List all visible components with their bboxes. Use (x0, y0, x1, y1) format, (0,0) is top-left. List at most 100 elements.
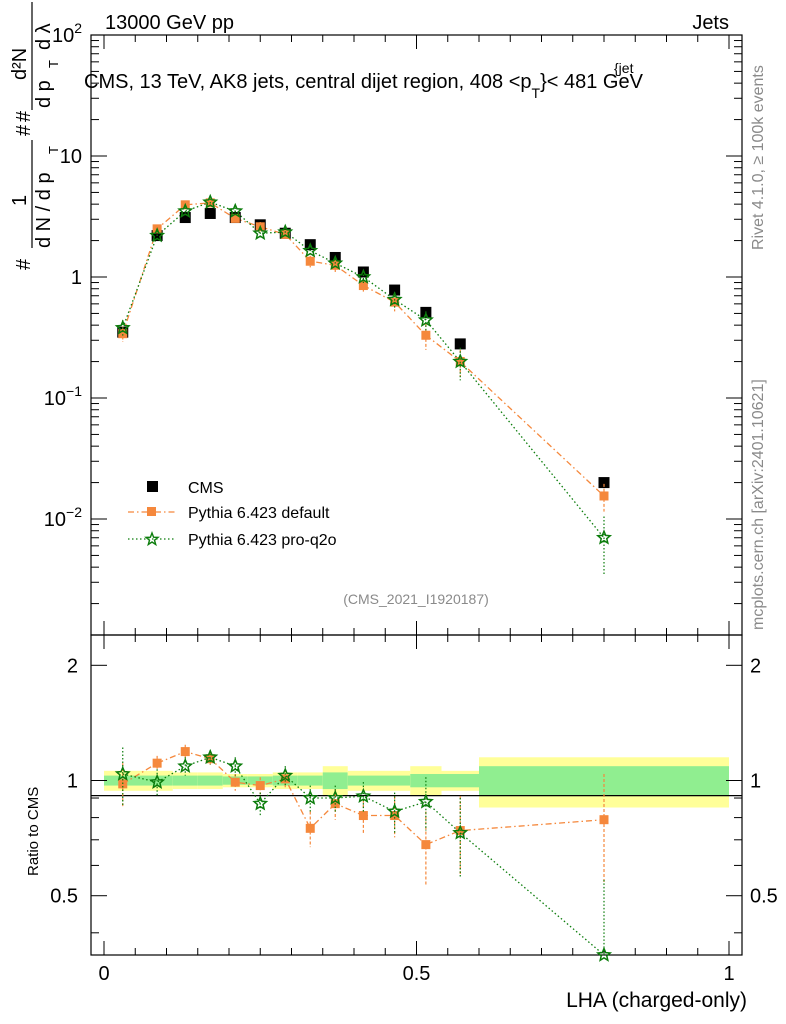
plot-title-sup: {jet (614, 60, 634, 76)
ratio-point-proq2o (595, 946, 613, 962)
ratio-point-default (421, 840, 431, 850)
ratio-band-inner (197, 775, 223, 786)
legend-label-cms: CMS (188, 480, 224, 497)
ratio-point-default (358, 811, 368, 821)
ratio-bands (104, 757, 729, 808)
ratio-point-default (255, 781, 265, 791)
ratio-tick-label-right: 2 (750, 655, 761, 677)
point-proq2o (452, 353, 469, 369)
point-default (230, 213, 240, 223)
jets-label: Jets (692, 12, 729, 34)
point-proq2o (302, 242, 319, 258)
ratio-point-default (230, 777, 240, 787)
point-proq2o (177, 202, 194, 219)
y-label-t2: T (46, 60, 61, 68)
y-label-dn: d N / d p (33, 172, 55, 248)
y-tick-label: 10 (60, 146, 82, 168)
ratio-band-inner (322, 772, 348, 790)
ratio-band-inner (441, 773, 479, 788)
point-default (305, 256, 315, 266)
plot-title-sub: T (532, 85, 541, 101)
mcplots-label: mcplots.cern.ch [arXiv:2401.10621] (750, 379, 767, 630)
plot-title: CMS, 13 TeV, AK8 jets, central dijet reg… (84, 71, 644, 101)
point-proq2o (327, 254, 344, 271)
y-tick-label: 10−2 (44, 504, 82, 531)
legend-marker-default (147, 507, 156, 516)
y-label-one: 1 (9, 195, 31, 206)
ratio-tick-label-right: 1 (750, 771, 761, 793)
ratio-band-inner (410, 773, 442, 788)
main-series (114, 193, 613, 575)
y-label-t: T (46, 146, 61, 154)
point-proq2o (355, 268, 372, 284)
point-proq2o (595, 529, 613, 545)
ratio-point-proq2o (417, 793, 434, 809)
point-cms (389, 284, 401, 296)
point-proq2o (277, 223, 294, 239)
x-tick-label: 1 (723, 963, 734, 985)
ratio-point-default (599, 815, 609, 825)
legend-marker-proq2o (144, 531, 160, 547)
ratio-point-proq2o (202, 748, 219, 765)
ratio-point-default (205, 754, 215, 764)
point-default (599, 491, 609, 501)
x-tick-label: 0.5 (403, 963, 431, 985)
ratio-tick-label-left: 1 (67, 771, 78, 793)
ratio-point-proq2o (452, 824, 469, 840)
point-proq2o (202, 193, 219, 210)
ratio-band-inner (297, 775, 323, 786)
y-label-hash-3: # (13, 110, 35, 122)
ratio-point-proq2o (386, 803, 403, 819)
ratio-point-proq2o (355, 787, 372, 804)
ratio-band-inner (379, 775, 411, 786)
y-label-dpt: d p (33, 80, 55, 108)
y-label-dl: d λ (33, 23, 55, 50)
ratio-point-proq2o (302, 789, 319, 805)
ratio-tick-label-left: 2 (67, 655, 78, 677)
point-proq2o (386, 291, 403, 307)
legend-label-proq2o: Pythia 6.423 pro-q2o (188, 532, 337, 549)
ratio-point-default (390, 811, 400, 821)
point-proq2o (227, 202, 244, 219)
point-proq2o (114, 319, 131, 335)
ratio-point-proq2o (114, 765, 131, 781)
ratio-point-proq2o (149, 773, 166, 790)
y-label-d2n: d²N (9, 48, 31, 80)
series-line-default (122, 202, 605, 497)
ratio-point-proq2o (177, 757, 194, 774)
axis-ticks: 0 0.5 1 10−2 10−1 1 10 102 0.5 0.5 1 1 2 2 (44, 20, 778, 985)
ratio-line-default (122, 750, 605, 846)
point-default (455, 357, 465, 367)
ratio-point-proq2o (327, 789, 344, 805)
legend-marker-cms (147, 481, 158, 492)
point-proq2o (252, 224, 269, 241)
x-tick-label: 0 (98, 963, 109, 985)
point-cms (179, 212, 191, 224)
legend-label-default: Pythia 6.423 default (188, 505, 330, 522)
point-cms (598, 477, 610, 489)
ratio-band-inner (172, 775, 198, 786)
legend: CMS Pythia 6.423 default Pythia 6.423 pr… (128, 480, 337, 549)
point-proq2o (417, 311, 434, 327)
point-default (421, 330, 431, 340)
y-tick-label: 102 (52, 20, 82, 47)
ratio-point-proq2o (227, 757, 244, 774)
plot-title-end: }< 481 GeV (540, 71, 644, 93)
ratio-point-default (152, 758, 162, 768)
plot-title-main: CMS, 13 TeV, AK8 jets, central dijet reg… (84, 71, 532, 93)
ratio-point-default (180, 747, 190, 757)
y-tick-label: 1 (71, 267, 82, 289)
y-label-hash-2: # (13, 124, 35, 136)
ratio-band-inner (347, 775, 379, 786)
point-proq2o (149, 227, 166, 243)
main-y-label: # 1 d N / d p T # # d²N d p T d λ (9, 2, 61, 270)
point-default (118, 329, 128, 339)
ratio-point-proq2o (277, 767, 294, 783)
ratio-y-label: Ratio to CMS (25, 787, 42, 876)
point-default (358, 281, 368, 291)
ratio-band-inner (247, 776, 273, 785)
point-cms (204, 207, 216, 219)
x-axis-label: LHA (charged-only) (566, 989, 747, 1012)
y-tick-label: 10−1 (44, 383, 82, 410)
